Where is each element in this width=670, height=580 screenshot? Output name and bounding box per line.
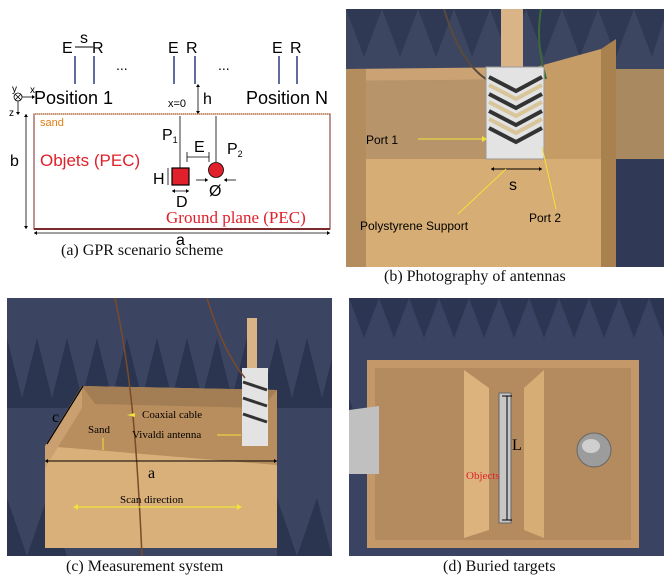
square-target (171, 167, 190, 186)
spacing-s-label: s (80, 30, 88, 47)
h-label: h (203, 91, 212, 108)
cylinder-target (208, 162, 224, 178)
port1-label: Port 1 (366, 133, 398, 147)
H-label: H (153, 171, 165, 188)
caption-c: (c) Measurement system (66, 558, 224, 575)
x0-label: x=0 (168, 98, 186, 110)
caption-a: (a) GPR scenario scheme (61, 242, 224, 259)
coax-label: Coaxial cable (142, 409, 202, 421)
p2-label: P2 (227, 141, 243, 159)
ground-plane-label: Ground plane (PEC) (166, 208, 306, 227)
measurement-photo: c Coaxial cable Sand Vivaldi antenna a S… (7, 298, 332, 556)
a-label: a (176, 232, 185, 249)
antenna-e-label: E (62, 40, 73, 57)
ellipsis-2: ... (218, 57, 230, 73)
sand-label-c: Sand (88, 424, 111, 436)
antenna-photo: Port 1 Port 2 s Polystyrene Support (346, 9, 664, 267)
ellipsis-1: ... (116, 57, 128, 73)
p1-label: P1 (162, 127, 178, 145)
axis-x-label: x (30, 85, 35, 96)
targets-photo: L Objects (349, 298, 664, 556)
b-label: b (10, 153, 19, 170)
L-label: L (512, 437, 522, 454)
vivaldi-label: Vivaldi antenna (132, 429, 201, 441)
antenna-e-label-n: E (272, 40, 283, 57)
D-label: D (176, 194, 188, 211)
antenna-e-label-mid: E (168, 40, 179, 57)
antenna-r-label: R (92, 40, 104, 57)
antenna-r-label-n: R (290, 40, 302, 57)
caption-b: (b) Photography of antennas (384, 268, 566, 285)
caption-d: (d) Buried targets (443, 558, 556, 575)
gpr-scheme-diagram: E s R ... E R ... E R Position 1 Positio… (9, 30, 331, 249)
objects-label: Objets (PEC) (40, 151, 140, 170)
scan-direction-label: Scan direction (120, 494, 184, 506)
diameter-label: Ø (209, 183, 221, 200)
antenna-r-label-mid: R (186, 40, 198, 57)
axis-y-label: y (12, 84, 17, 95)
position-n-label: Position N (246, 88, 328, 108)
support-label: Polystyrene Support (360, 219, 469, 233)
position-1-label: Position 1 (34, 88, 113, 108)
sand-label: sand (40, 117, 64, 129)
axis-z-label: z (9, 108, 14, 119)
objects-label-d: Objects (466, 470, 500, 482)
s-label: s (509, 177, 517, 194)
port2-label: Port 2 (529, 211, 561, 225)
axes-icon (13, 92, 35, 115)
e-gap-label: E (194, 139, 205, 156)
c-label: c (52, 409, 59, 426)
a-label-c: a (148, 465, 155, 482)
